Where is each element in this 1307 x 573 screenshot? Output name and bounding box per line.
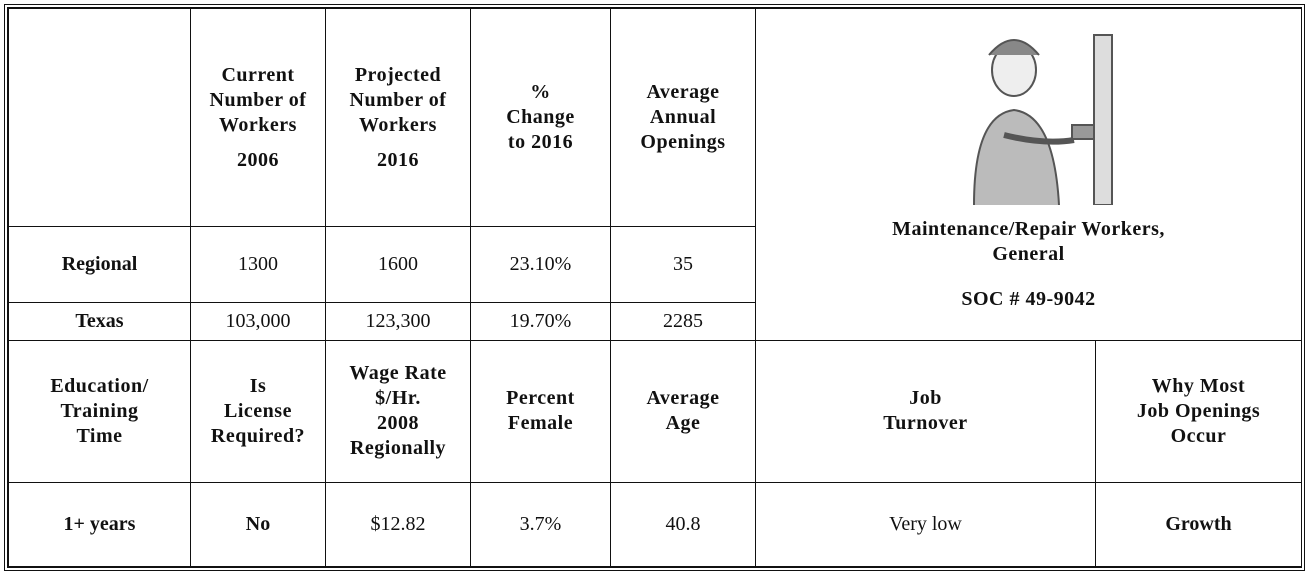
header-line: 2006 [195,148,321,173]
value-cell: 1+ years [9,482,191,566]
header-line: Workers [330,113,466,138]
header-line: License [195,399,321,424]
value-cell: 103,000 [191,302,326,340]
header-line: Why Most [1100,374,1297,399]
header-line: $/Hr. [330,386,466,411]
header-line: Time [13,424,186,449]
header-line: 2016 [330,148,466,173]
header-line: Workers [195,113,321,138]
header-line: Is [195,374,321,399]
header-line: Age [615,411,751,436]
header-line: Training [13,399,186,424]
header-line: Turnover [760,411,1091,436]
header-line: Change [475,105,606,130]
header-line: Percent [475,386,606,411]
header-line: Projected [330,63,466,88]
header-line: 2008 [330,411,466,436]
value-cell: 2285 [611,302,756,340]
title-line: General [760,242,1297,267]
header-line: Required? [195,424,321,449]
header-line: Openings [615,130,751,155]
value-cell: 40.8 [611,482,756,566]
header-line: Annual [615,105,751,130]
row-label: Texas [9,302,191,340]
value-cell: 19.70% [471,302,611,340]
header-line: Occur [1100,424,1297,449]
value-cell: 3.7% [471,482,611,566]
worker-illustration [934,15,1124,205]
value-cell: 123,300 [326,302,471,340]
value-cell: 35 [611,227,756,302]
row-label: Regional [9,227,191,302]
value-cell: 23.10% [471,227,611,302]
header-line: Education/ [13,374,186,399]
header-line: Average [615,386,751,411]
header-line: Regionally [330,436,466,461]
value-cell: Growth [1096,482,1302,566]
title-line: Maintenance/Repair Workers, [760,217,1297,242]
value-cell: 1300 [191,227,326,302]
header-line: Average [615,80,751,105]
occupation-cell: Maintenance/Repair Workers,General SOC # … [756,9,1302,341]
header-line: Job [760,386,1091,411]
header-line: Current [195,63,321,88]
header-line: % [475,80,606,105]
header-line: Job Openings [1100,399,1297,424]
value-cell: $12.82 [326,482,471,566]
header-line: Number of [195,88,321,113]
header-line: Number of [330,88,466,113]
occupation-title: Maintenance/Repair Workers,General [760,217,1297,267]
header-line: Female [475,411,606,436]
header-line: to 2016 [475,130,606,155]
header-line: Wage Rate [330,361,466,386]
value-cell: 1600 [326,227,471,302]
value-cell: No [191,482,326,566]
empty-cell [9,9,191,227]
value-cell: Very low [756,482,1096,566]
soc-code: SOC # 49-9042 [760,287,1297,312]
